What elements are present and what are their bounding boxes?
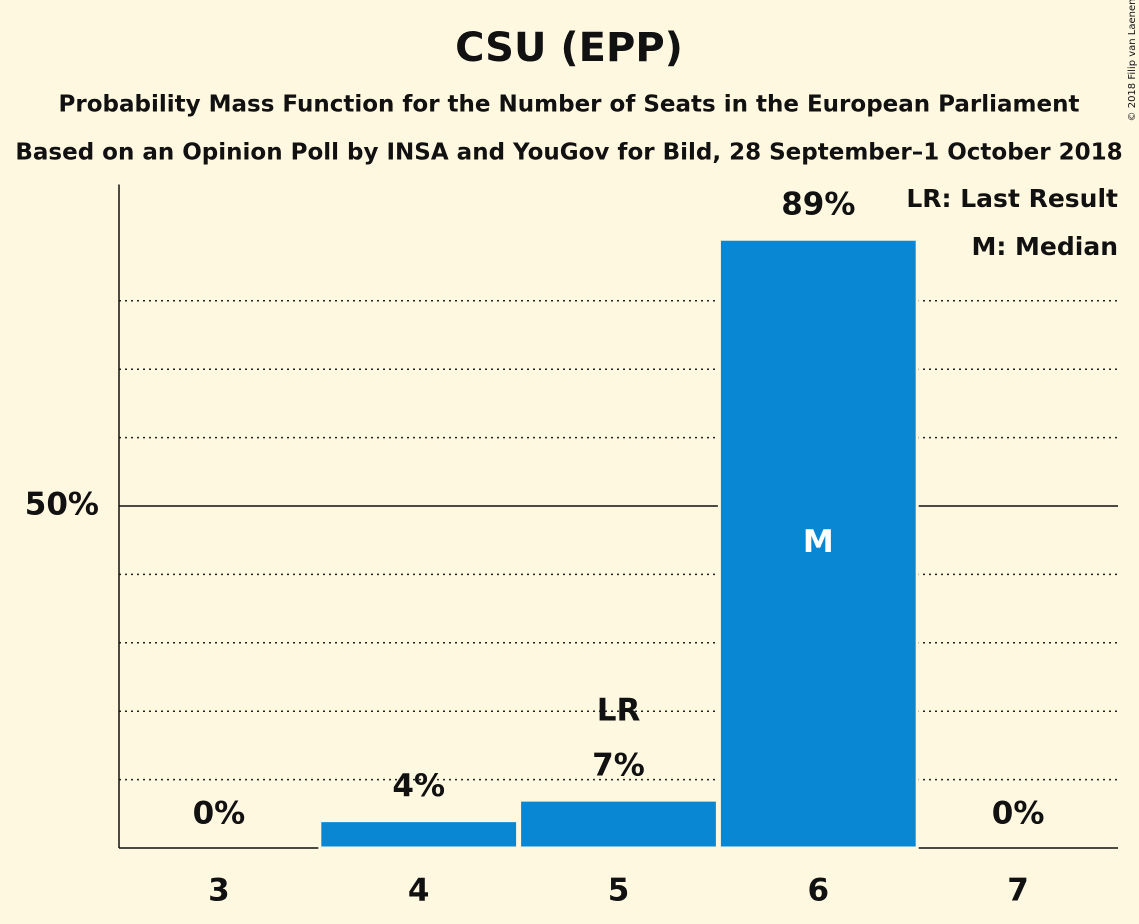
legend-entry: M: Median [971, 232, 1118, 261]
x-tick-label: 3 [208, 873, 230, 909]
annotation: M [803, 524, 834, 560]
value-label: 4% [392, 768, 445, 804]
x-tick-label: 5 [608, 873, 630, 909]
copyright: © 2018 Filip van Laenen [1127, 0, 1138, 121]
chart-subtitle: Probability Mass Function for the Number… [59, 92, 1080, 118]
x-tick-label: 7 [1007, 873, 1029, 909]
y-tick-label: 50% [25, 487, 99, 523]
value-label: 7% [592, 748, 645, 784]
chart-title: CSU (EPP) [455, 25, 683, 71]
legend-entry: LR: Last Result [906, 184, 1118, 213]
value-label: 0% [992, 796, 1045, 832]
value-label: 0% [193, 796, 246, 832]
annotation: LR [597, 693, 641, 729]
value-label: 89% [781, 187, 855, 223]
x-tick-label: 6 [808, 873, 830, 909]
chart-subtitle: Based on an Opinion Poll by INSA and You… [15, 140, 1122, 166]
bar [717, 237, 919, 850]
bar [318, 819, 520, 850]
x-tick-label: 4 [408, 873, 430, 909]
bar [518, 798, 719, 850]
